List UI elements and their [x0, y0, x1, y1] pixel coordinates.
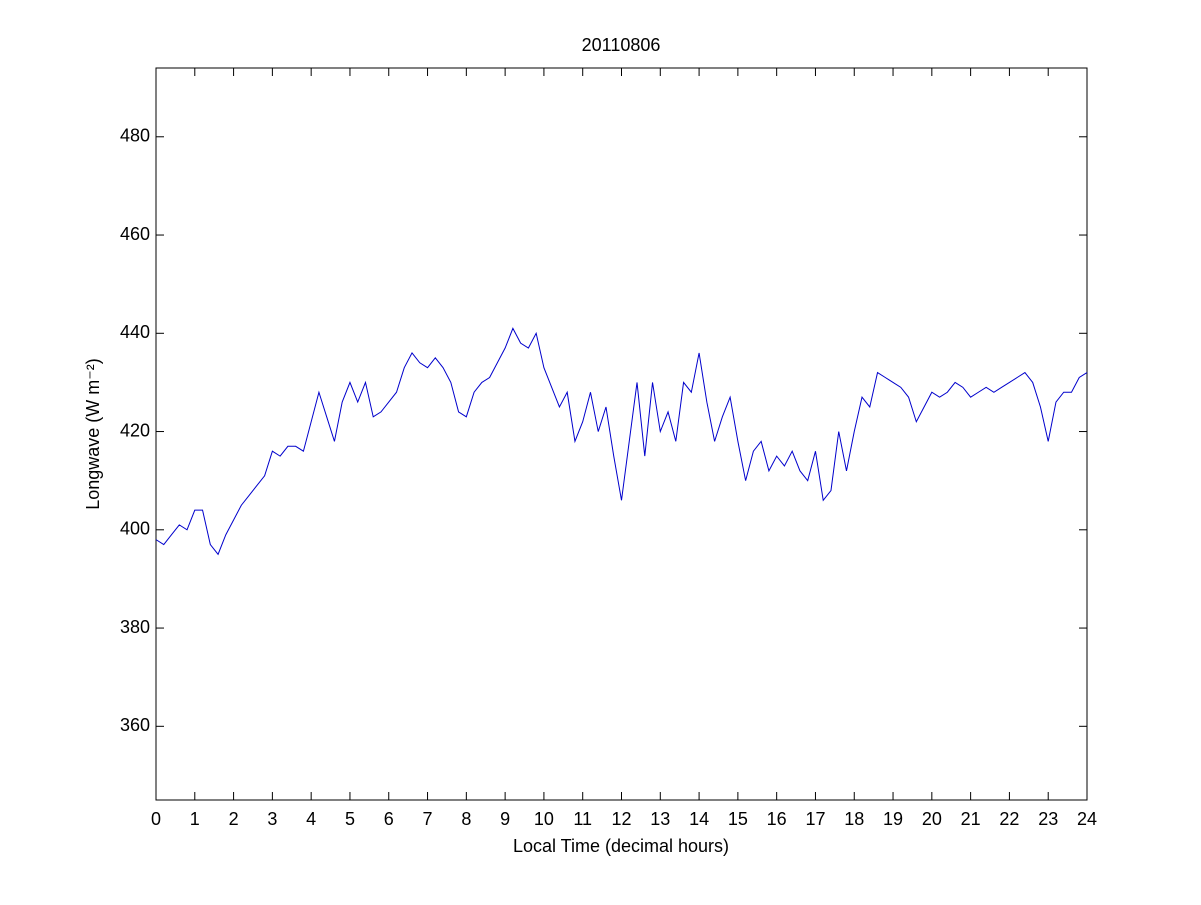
x-tick-label: 4	[306, 809, 316, 829]
x-tick-label: 19	[883, 809, 903, 829]
plot-frame	[155, 67, 1088, 801]
x-tick-label: 18	[844, 809, 864, 829]
x-tick-label: 0	[151, 809, 161, 829]
x-tick-label: 16	[767, 809, 787, 829]
x-tick-label: 9	[500, 809, 510, 829]
y-tick-label: 440	[120, 322, 150, 342]
x-tick-label: 3	[267, 809, 277, 829]
y-axis-label: Longwave (W m⁻²)	[83, 358, 103, 510]
y-tick-label: 480	[120, 126, 150, 146]
x-axis-label: Local Time (decimal hours)	[513, 836, 729, 856]
x-tick-label: 17	[805, 809, 825, 829]
chart-title: 20110806	[582, 35, 661, 55]
x-tick-label: 2	[229, 809, 239, 829]
y-tick-label: 400	[120, 519, 150, 539]
x-tick-label: 14	[689, 809, 709, 829]
x-tick-label: 12	[611, 809, 631, 829]
x-tick-label: 23	[1038, 809, 1058, 829]
x-tick-label: 21	[961, 809, 981, 829]
x-tick-label: 24	[1077, 809, 1097, 829]
x-tick-label: 15	[728, 809, 748, 829]
y-tick-label: 380	[120, 617, 150, 637]
x-tick-label: 6	[384, 809, 394, 829]
x-tick-label: 5	[345, 809, 355, 829]
y-tick-label: 460	[120, 224, 150, 244]
x-tick-label: 20	[922, 809, 942, 829]
x-tick-label: 13	[650, 809, 670, 829]
x-tick-label: 11	[573, 809, 592, 829]
x-tick-label: 8	[461, 809, 471, 829]
y-tick-label: 360	[120, 715, 150, 735]
x-tick-label: 7	[423, 809, 433, 829]
x-tick-label: 1	[190, 809, 200, 829]
y-tick-label: 420	[120, 420, 150, 440]
x-tick-label: 22	[999, 809, 1019, 829]
x-tick-label: 10	[534, 809, 554, 829]
data-line	[155, 327, 1088, 556]
